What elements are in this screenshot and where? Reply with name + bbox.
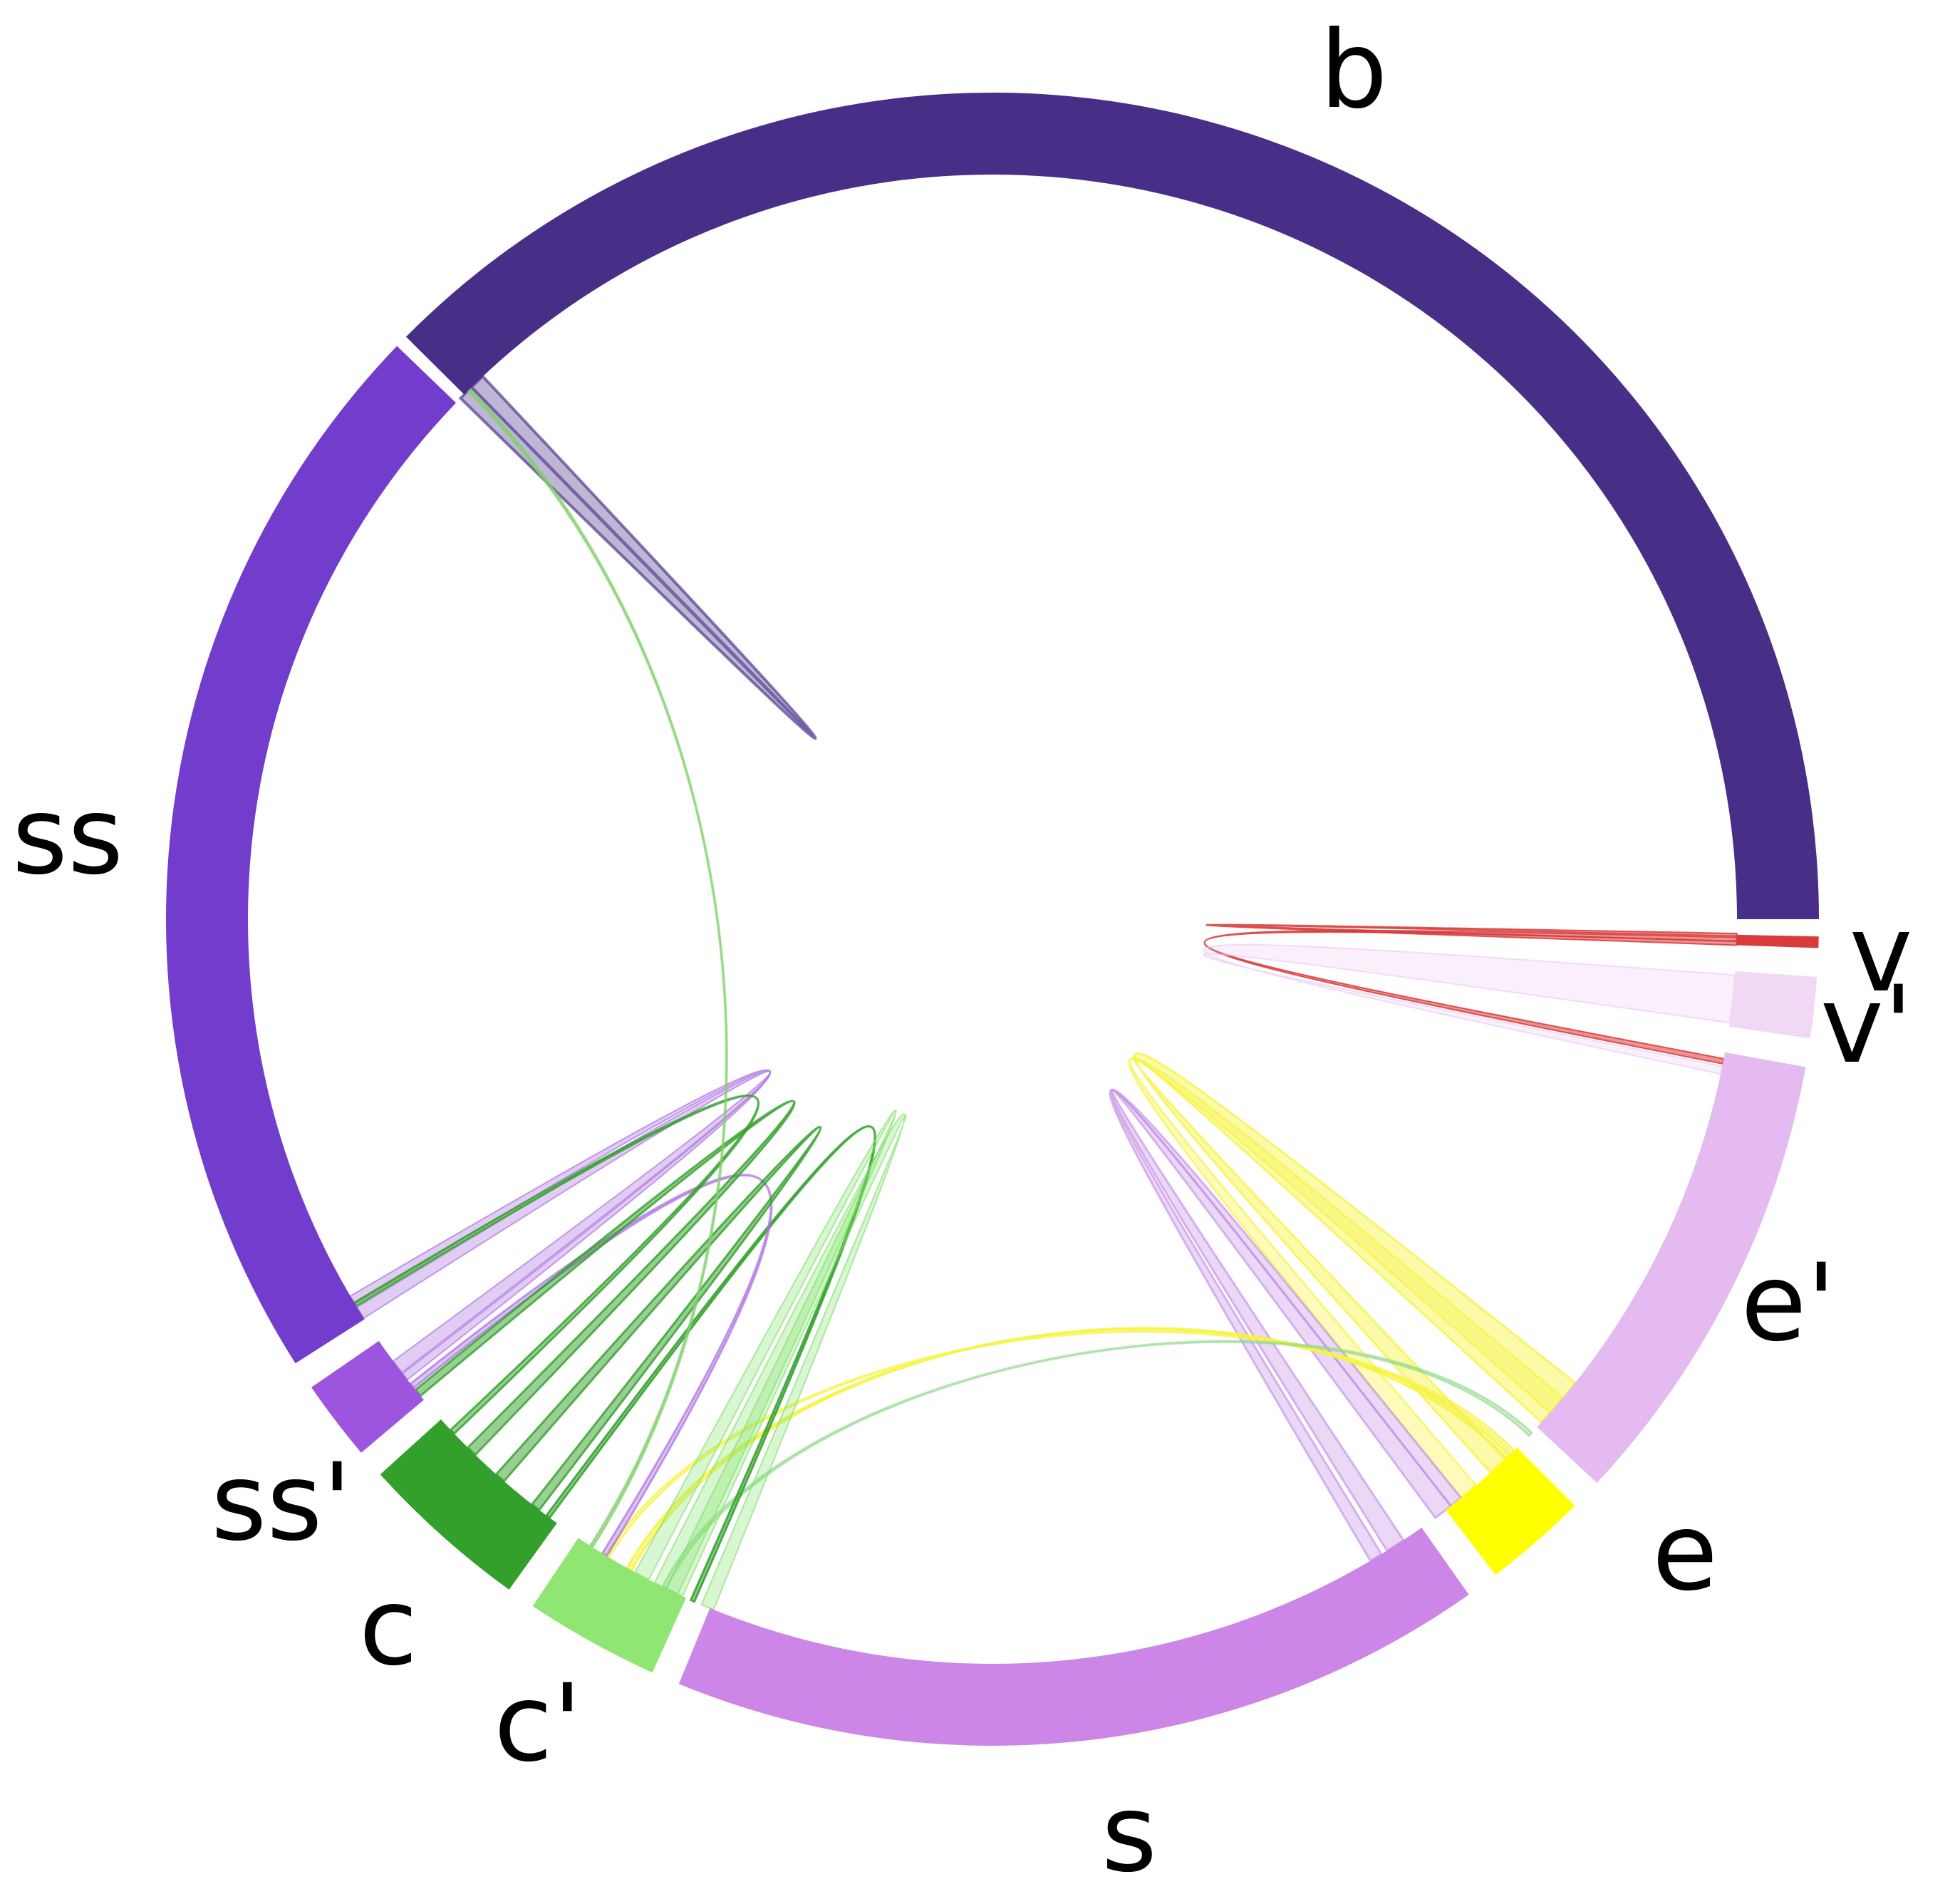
segment-s: [678, 1527, 1469, 1746]
label-s: s: [1101, 1772, 1157, 1889]
ribbon-ssp-ss: [349, 1069, 772, 1381]
ribbon-b-cp: [466, 387, 728, 1549]
ribbon-b-ss: [458, 374, 817, 740]
chord-ribbons: [349, 374, 1738, 1611]
ribbon-c-ssp: [414, 1099, 796, 1456]
segment-v: [1736, 934, 1819, 948]
segment-cp: [532, 1538, 686, 1673]
label-ep: e': [1741, 1241, 1836, 1365]
ribbon-c-c: [494, 1125, 822, 1512]
ribbon-v-v: [1205, 923, 1738, 946]
ribbon-e-ep: [1128, 1057, 1565, 1500]
label-v: v: [1850, 892, 1913, 1016]
segment-ep: [1537, 1052, 1806, 1484]
segment-b: [405, 92, 1819, 919]
segment-e: [1446, 1447, 1575, 1575]
label-ssp: ss': [211, 1441, 352, 1565]
label-cp: c': [494, 1662, 582, 1786]
segment-vp: [1729, 971, 1818, 1039]
segment-c: [380, 1419, 557, 1590]
label-b: b: [1319, 9, 1387, 133]
chord-segments: [165, 92, 1819, 1746]
chord-labels: b vv' e' e s c' css' ss: [12, 9, 1913, 1889]
label-e: e: [1652, 1491, 1718, 1615]
label-ss: ss: [12, 775, 123, 899]
segment-ssp: [311, 1340, 424, 1453]
segment-ss: [165, 346, 457, 1364]
label-vp: v': [1820, 963, 1913, 1087]
ribbon-cp-cp: [633, 1109, 897, 1595]
ribbon-ss-c: [353, 1094, 760, 1436]
ribbon-vp-ep: [1203, 943, 1736, 1075]
label-c: c: [359, 1565, 418, 1689]
